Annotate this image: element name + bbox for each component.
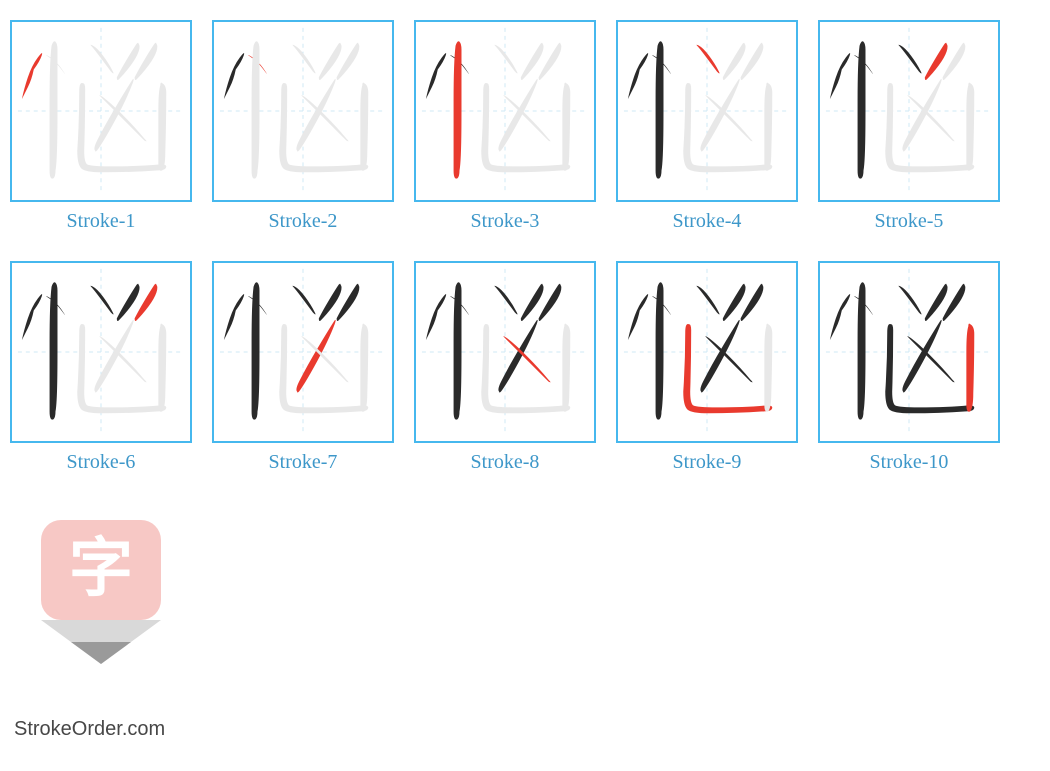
stroke-frame: [414, 20, 596, 202]
stroke-label: Stroke-8: [471, 451, 540, 474]
stroke-panel: Stroke-1: [10, 20, 192, 233]
stroke-panel: Stroke-3: [414, 20, 596, 233]
stroke-panel: Stroke-4: [616, 20, 798, 233]
stroke-frame: [10, 261, 192, 443]
stroke-label: Stroke-1: [67, 210, 136, 233]
stroke-frame: [414, 261, 596, 443]
stroke-order-grid: Stroke-1 Stroke-2 Stroke-3: [10, 20, 1040, 684]
stroke-frame: [212, 20, 394, 202]
logo-cell: 字: [10, 502, 192, 684]
stroke-frame: [818, 20, 1000, 202]
site-logo-icon: 字: [36, 518, 166, 668]
stroke-frame: [818, 261, 1000, 443]
stroke-panel: Stroke-6: [10, 261, 192, 474]
stroke-label: Stroke-7: [269, 451, 338, 474]
svg-text:字: 字: [69, 532, 133, 604]
stroke-label: Stroke-6: [67, 451, 136, 474]
stroke-label: Stroke-2: [269, 210, 338, 233]
stroke-panel: Stroke-2: [212, 20, 394, 233]
stroke-label: Stroke-10: [870, 451, 949, 474]
stroke-frame: [616, 261, 798, 443]
stroke-frame: [212, 261, 394, 443]
stroke-panel: Stroke-5: [818, 20, 1000, 233]
stroke-panel: Stroke-7: [212, 261, 394, 474]
stroke-panel: Stroke-10: [818, 261, 1000, 474]
stroke-panel: Stroke-8: [414, 261, 596, 474]
stroke-panel: Stroke-9: [616, 261, 798, 474]
stroke-label: Stroke-4: [673, 210, 742, 233]
site-footer: StrokeOrder.com: [14, 718, 165, 741]
stroke-label: Stroke-5: [875, 210, 944, 233]
stroke-label: Stroke-3: [471, 210, 540, 233]
stroke-frame: [616, 20, 798, 202]
stroke-label: Stroke-9: [673, 451, 742, 474]
stroke-frame: [10, 20, 192, 202]
